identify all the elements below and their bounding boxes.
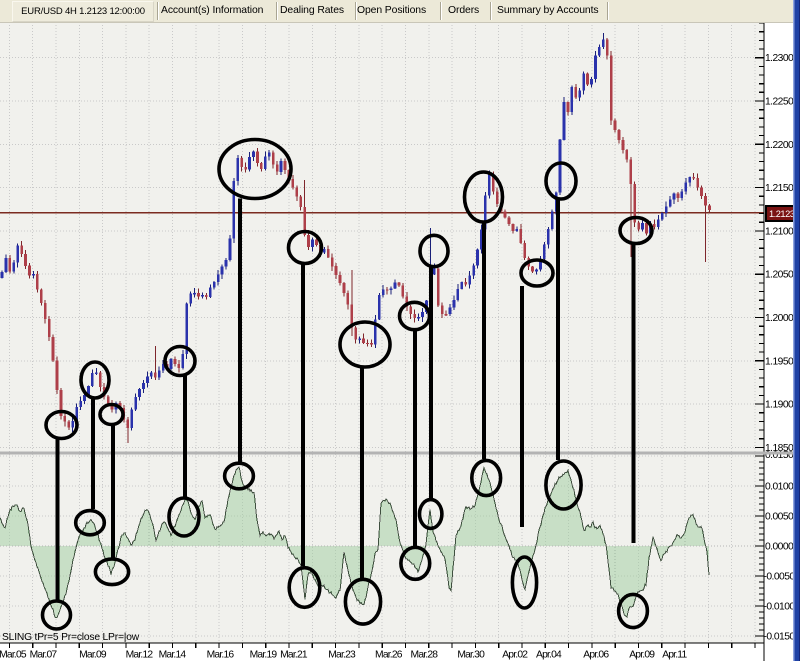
svg-text:1.2123: 1.2123 <box>769 209 795 219</box>
svg-text:Mar.14: Mar.14 <box>159 650 187 661</box>
svg-text:1.1850: 1.1850 <box>765 443 794 454</box>
svg-text:1.1900: 1.1900 <box>765 400 794 411</box>
svg-text:1.2250: 1.2250 <box>765 97 794 108</box>
svg-text:1.2000: 1.2000 <box>765 313 794 324</box>
svg-text:1.1950: 1.1950 <box>765 356 794 367</box>
svg-text:1.2300: 1.2300 <box>765 53 794 64</box>
svg-text:0.0150: 0.0150 <box>765 450 794 461</box>
svg-text:Apr.11: Apr.11 <box>662 650 687 661</box>
svg-text:-0.0150: -0.0150 <box>764 632 796 643</box>
svg-text:Mar.30: Mar.30 <box>457 650 485 661</box>
svg-text:Apr.06: Apr.06 <box>583 650 609 661</box>
svg-text:1.2100: 1.2100 <box>765 226 794 237</box>
svg-text:Mar.12: Mar.12 <box>126 650 154 661</box>
svg-text:Apr.02: Apr.02 <box>502 650 528 661</box>
svg-text:Apr.09: Apr.09 <box>629 650 655 661</box>
svg-text:-0.0050: -0.0050 <box>764 572 796 583</box>
svg-text:0.0100: 0.0100 <box>765 482 794 493</box>
svg-text:SLING tPr=5 Pr=close LPr=|ow: SLING tPr=5 Pr=close LPr=|ow <box>2 632 140 643</box>
svg-text:Mar.23: Mar.23 <box>328 650 356 661</box>
svg-text:Mar.19: Mar.19 <box>250 650 278 661</box>
svg-text:Mar.16: Mar.16 <box>207 650 235 661</box>
svg-text:Mar.21: Mar.21 <box>280 650 308 661</box>
svg-text:1.2200: 1.2200 <box>765 140 794 151</box>
svg-text:Apr.04: Apr.04 <box>536 650 562 661</box>
svg-text:-0.0100: -0.0100 <box>764 602 796 613</box>
svg-text:Mar.28: Mar.28 <box>411 650 439 661</box>
svg-text:Mar.26: Mar.26 <box>375 650 403 661</box>
svg-text:1.2150: 1.2150 <box>765 183 794 194</box>
svg-text:Mar.09: Mar.09 <box>79 650 107 661</box>
svg-text:0.0050: 0.0050 <box>765 512 794 523</box>
svg-text:1.2050: 1.2050 <box>765 270 794 281</box>
svg-text:Mar.05: Mar.05 <box>0 650 27 661</box>
svg-text:Mar.07: Mar.07 <box>30 650 58 661</box>
svg-text:0.0000: 0.0000 <box>765 542 794 553</box>
